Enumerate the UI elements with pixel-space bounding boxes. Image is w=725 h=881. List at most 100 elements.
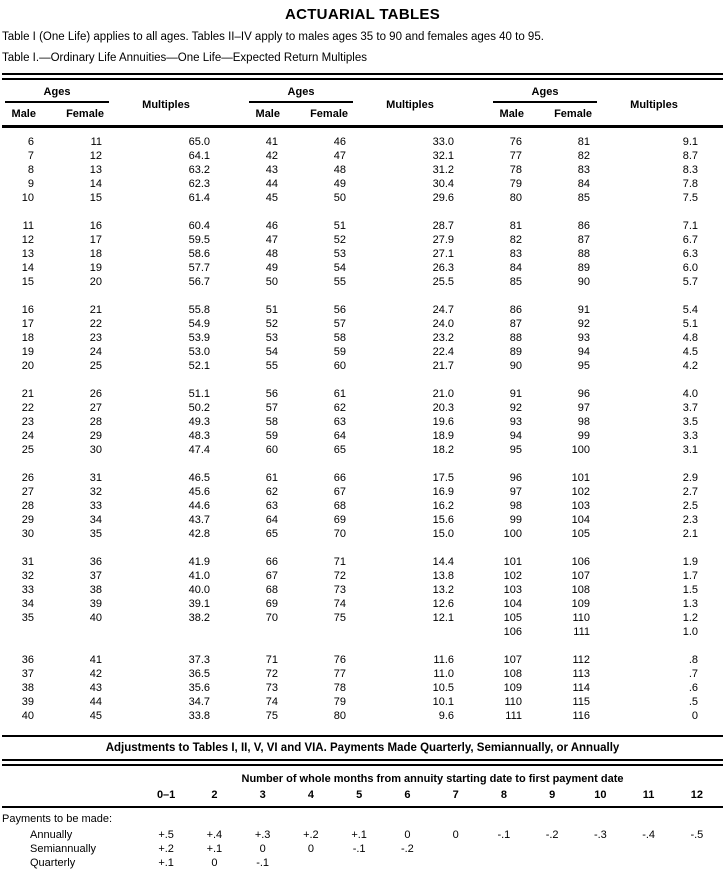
cell-female: 25 bbox=[89, 359, 102, 372]
cell-multiple: 55.8 bbox=[188, 303, 210, 316]
cell-female: 78 bbox=[333, 681, 346, 694]
adjustment-value bbox=[480, 856, 528, 870]
column-gap bbox=[222, 149, 248, 163]
table-top-double-rule bbox=[2, 73, 723, 80]
cell-female: 67 bbox=[333, 485, 346, 498]
cell-male bbox=[492, 457, 528, 471]
cell-female: 56 bbox=[333, 303, 346, 316]
cell-multiple: 4.8 bbox=[682, 331, 698, 344]
cell-multiple: 51.1 bbox=[188, 387, 210, 400]
cell-male: 90 bbox=[509, 359, 522, 372]
cell-multiple: 49.3 bbox=[188, 415, 210, 428]
column-gap bbox=[466, 653, 492, 667]
column-gap bbox=[222, 513, 248, 527]
cell-male: 98 bbox=[509, 499, 522, 512]
column-gap bbox=[466, 317, 492, 331]
cell-female: 112 bbox=[572, 653, 590, 666]
cell-female: 59 bbox=[333, 345, 346, 358]
adjustment-value: -.4 bbox=[642, 829, 656, 841]
cell-female: 97 bbox=[577, 401, 590, 414]
ages-block: Ages Male Female bbox=[492, 84, 598, 120]
cell-female: 19 bbox=[89, 261, 102, 274]
column-gap bbox=[466, 625, 492, 639]
cell-female: 22 bbox=[89, 317, 102, 330]
cell-female: 33 bbox=[89, 499, 102, 512]
cell-multiple bbox=[110, 541, 222, 555]
table-row: 19 24 53.0 54 59 22.4 89 94 4.5 bbox=[2, 345, 723, 359]
cell-female: 71 bbox=[333, 555, 346, 568]
cell-female: 24 bbox=[89, 345, 102, 358]
column-gap bbox=[222, 429, 248, 443]
adjustment-value: +.1 bbox=[158, 857, 174, 869]
ages-header: Ages bbox=[5, 84, 109, 103]
cell-female: 115 bbox=[572, 695, 590, 708]
cell-female: 31 bbox=[89, 471, 102, 484]
column-gap bbox=[222, 289, 248, 303]
adjustment-value: -.2 bbox=[545, 829, 559, 841]
adjustment-value bbox=[480, 842, 528, 856]
adjustment-value: 0 bbox=[211, 857, 218, 869]
table-row: 35 40 38.2 70 75 12.1 105 110 1.2 bbox=[2, 611, 723, 625]
column-gap bbox=[466, 681, 492, 695]
cell-female: 86 bbox=[577, 219, 590, 232]
column-gap bbox=[466, 639, 492, 653]
table-spacer-row bbox=[2, 541, 723, 555]
adjustment-value bbox=[528, 856, 576, 870]
cell-male bbox=[248, 373, 284, 387]
multiples-header: Multiples bbox=[386, 99, 434, 111]
cell-multiple: 16.9 bbox=[432, 485, 454, 498]
male-header: Male bbox=[499, 108, 524, 120]
male-female-header-row: Male Female bbox=[4, 103, 110, 120]
month-column-header: 11 bbox=[642, 789, 655, 801]
cell-female: 114 bbox=[572, 681, 590, 694]
column-gap bbox=[222, 541, 248, 555]
cell-male: 15 bbox=[21, 275, 34, 288]
adjustment-value: +.5 bbox=[158, 829, 174, 841]
table-row: 40 45 33.8 75 80 9.6 111 116 0 bbox=[2, 709, 723, 723]
table-spacer-row bbox=[2, 457, 723, 471]
cell-male: 108 bbox=[503, 667, 522, 680]
cell-female: 23 bbox=[89, 331, 102, 344]
cell-female: 30 bbox=[89, 443, 102, 456]
cell-male: 16 bbox=[21, 303, 34, 316]
cell-multiple: 1.0 bbox=[682, 625, 698, 638]
cell-female: 40 bbox=[89, 611, 102, 624]
cell-male: 29 bbox=[21, 513, 34, 526]
cell-female: 62 bbox=[333, 401, 346, 414]
cell-female bbox=[284, 541, 354, 555]
cell-multiple: 33.8 bbox=[188, 709, 210, 722]
cell-female: 55 bbox=[333, 275, 346, 288]
adjustments-body: Annually +.5 +.4 +.3 +.2 +.1 0 0 -.1 -.2 -.3 -.4 -.5… bbox=[2, 828, 723, 870]
cell-multiple: .5 bbox=[688, 695, 698, 708]
cell-male: 64 bbox=[265, 513, 278, 526]
cell-male bbox=[492, 373, 528, 387]
cell-multiple: 65.0 bbox=[188, 135, 210, 148]
cell-multiple: 5.7 bbox=[682, 275, 698, 288]
cell-male bbox=[4, 457, 40, 471]
cell-multiple: 53.0 bbox=[188, 345, 210, 358]
cell-female bbox=[40, 457, 110, 471]
adjustment-value bbox=[287, 856, 335, 870]
adjustment-value bbox=[673, 856, 721, 870]
cell-female bbox=[528, 205, 598, 219]
cell-multiple: 16.2 bbox=[432, 499, 454, 512]
cell-female: 106 bbox=[571, 555, 590, 568]
cell-male: 103 bbox=[503, 583, 522, 596]
cell-male: 95 bbox=[509, 443, 522, 456]
cell-male bbox=[248, 457, 284, 471]
cell-female: 54 bbox=[333, 261, 346, 274]
cell-female bbox=[40, 541, 110, 555]
table-row: 23 28 49.3 58 63 19.6 93 98 3.5 bbox=[2, 415, 723, 429]
cell-male: 22 bbox=[21, 401, 34, 414]
cell-male: 13 bbox=[21, 247, 34, 260]
cell-female: 28 bbox=[89, 415, 102, 428]
cell-female: 102 bbox=[571, 485, 590, 498]
adjustment-value: +.2 bbox=[158, 843, 174, 855]
adjustment-value: +.1 bbox=[351, 829, 367, 841]
cell-male: 9 bbox=[27, 177, 34, 190]
cell-multiple: 15.0 bbox=[432, 527, 454, 540]
cell-multiple bbox=[598, 457, 710, 471]
cell-male bbox=[4, 373, 40, 387]
cell-female: 73 bbox=[333, 583, 346, 596]
month-column-header: 9 bbox=[549, 789, 556, 801]
